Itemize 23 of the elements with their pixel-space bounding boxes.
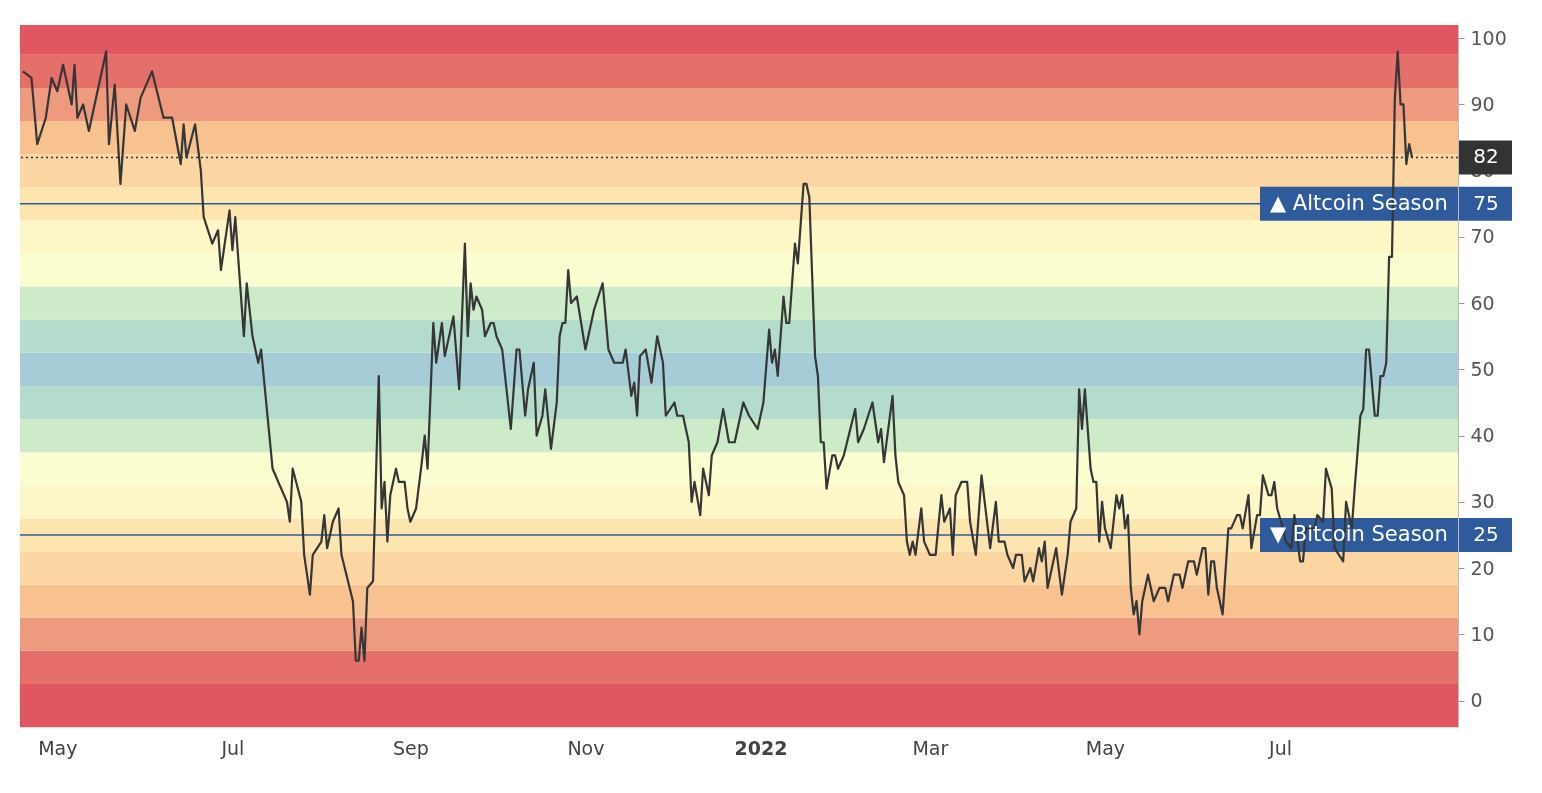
y-tick-label: 70 xyxy=(1470,225,1495,248)
x-tick-label: May xyxy=(38,736,78,759)
y-tick-label: 20 xyxy=(1470,556,1495,579)
ref-line-label: ▼ Bitcoin Season xyxy=(1270,521,1448,546)
y-tick-label: 50 xyxy=(1470,357,1495,380)
y-tick-label: 60 xyxy=(1470,291,1495,314)
y-tick-label: 82 xyxy=(1473,144,1499,169)
y-tick-label: 30 xyxy=(1470,490,1495,513)
x-tick-label: May xyxy=(1085,736,1126,759)
x-tick-label: Nov xyxy=(567,736,605,759)
y-tick-label: 10 xyxy=(1470,622,1495,645)
x-tick-label: Jul xyxy=(220,736,245,759)
x-tick-label: Mar xyxy=(912,736,949,759)
x-tick-label: Jul xyxy=(1268,736,1293,759)
y-tick-label: 0 xyxy=(1470,689,1483,712)
ref-line-label: ▲ Altcoin Season xyxy=(1270,190,1448,215)
y-tick-label: 40 xyxy=(1470,424,1495,447)
x-tick-label: Sep xyxy=(392,736,429,759)
y-tick-label: 25 xyxy=(1473,521,1499,546)
y-tick-label: 100 xyxy=(1470,26,1507,49)
y-tick-label: 75 xyxy=(1473,190,1499,215)
x-tick-label: 2022 xyxy=(734,736,788,759)
y-tick-label: 90 xyxy=(1470,92,1495,115)
